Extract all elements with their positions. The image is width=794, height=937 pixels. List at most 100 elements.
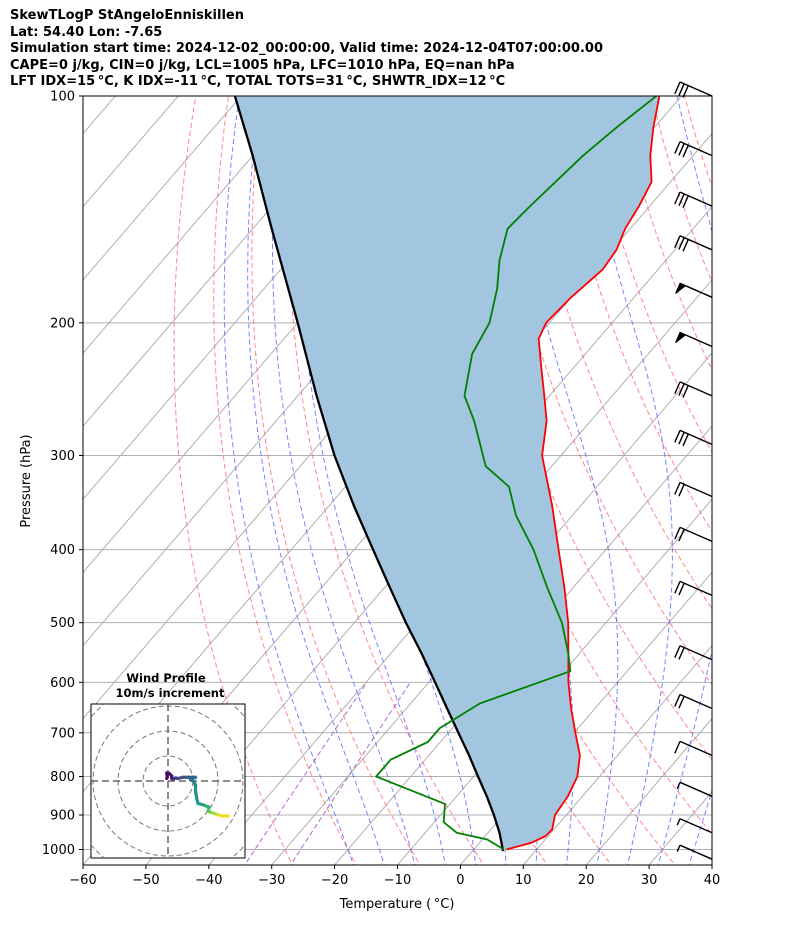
dry-adiabat [683,96,712,188]
wind-barb-staff [679,191,713,207]
wind-barbs [674,81,713,860]
dry-adiabat [488,96,712,686]
wind-barb-feather [674,741,681,754]
moist-adiabat [688,788,712,865]
hodograph-segment [165,775,169,781]
x-tick-label: 20 [578,873,595,888]
x-tick-label: −40 [195,873,222,888]
isotherm-line [711,864,712,865]
dry-adiabat [213,96,357,865]
dry-adiabat [712,79,794,868]
x-tick-label: −10 [384,873,411,888]
hodograph-title: Wind Profile [126,671,206,685]
wind-barb-staff [679,526,713,543]
wind-barb [676,781,713,797]
wind-barb-feather [674,645,681,658]
wind-barb-staff [679,781,713,797]
wind-barb-feather [678,528,685,542]
wind-barb-staff [679,693,713,710]
isotherm-line [772,79,794,868]
moist-adiabat [223,96,355,865]
cape-line: CAPE=0 j/kg, CIN=0 j/kg, LCL=1005 hPa, L… [10,57,515,73]
mixing-ratio-line [244,682,368,865]
dry-adiabat [777,79,794,868]
moist-adiabat [247,96,385,865]
wind-barb-staff [679,81,713,97]
wind-barb-staff [679,580,713,597]
x-tick-label: −50 [132,873,159,888]
wind-barb-staff [679,818,713,834]
moist-adiabat [719,96,794,869]
wind-barb-feather [674,381,681,395]
wind-barb-feather [676,818,681,826]
wind-barb [674,740,713,756]
isotherm-line [648,791,712,865]
x-tick-label: −30 [258,873,285,888]
y-tick-label: 500 [50,616,75,631]
wind-barb-feather [674,141,681,154]
wind-barb-staff [679,235,713,251]
wind-barb [674,481,713,498]
wind-barb-feather [682,195,689,208]
wind-barb-feather [678,83,685,96]
simulation-time-line: Simulation start time: 2024-12-02_00:00:… [10,41,603,56]
dry-adiabat [651,96,712,283]
wind-barb-feather [678,696,685,709]
y-axis-label: Pressure (hPa) [19,434,34,527]
moist-adiabat [578,96,673,865]
wind-barb [674,235,713,252]
dry-adiabat [745,79,794,868]
moist-adiabat [272,96,416,865]
wind-barb-feather [682,144,689,158]
wind-barb-feather [678,237,685,250]
x-tick-label: 0 [456,873,464,888]
parcel-profile-line [233,96,505,852]
dry-adiabat [423,96,712,835]
isotherm-line [585,718,712,865]
isotherm-line [83,96,242,281]
dry-adiabat [251,96,421,865]
y-tick-label: 1000 [42,843,75,858]
wind-barb [674,191,713,208]
moist-adiabat [328,96,477,865]
wind-barb-staff [679,645,713,661]
wind-barb-feather [678,582,685,596]
indices-line: LFT IDX=15 °C, K IDX=-11 °C, TOTAL TOTS=… [10,74,506,89]
wind-barb-feather [676,844,681,852]
x-tick-label: −60 [69,873,96,888]
hodograph-plot [91,704,245,858]
wind-barb-feather [674,527,681,540]
moist-adiabat [657,96,712,865]
dry-adiabat [586,96,712,454]
wind-barb-staff [679,429,713,446]
wind-barb-staff [679,141,713,157]
chart-header: SkewTLogP StAngeloEnniskillen Lat: 54.40… [10,8,603,91]
y-tick-label: 100 [50,90,75,105]
wind-barb-feather [682,85,689,98]
wind-barb [675,282,713,298]
wind-barb-staff [679,740,713,756]
y-tick-label: 900 [50,809,75,824]
plot-area [83,79,794,869]
wind-barb [674,645,713,661]
x-tick-label: 40 [704,873,721,888]
dry-adiabat [521,96,712,610]
y-tick-label: 600 [50,676,75,691]
moist-adiabat [503,96,619,865]
y-tick-label: 700 [50,726,75,741]
y-tick-label: 400 [50,543,75,558]
x-tick-label: 30 [641,873,658,888]
y-tick-label: 200 [50,316,75,331]
wind-barb [675,331,713,348]
wind-barb-feather [676,782,681,790]
wind-barb-feather [674,482,681,495]
wind-barb [674,429,713,447]
isotherm-line [334,425,712,865]
hodograph-subtitle: 10m/s increment [116,686,225,700]
wind-barb-feather [678,431,685,445]
temperature-profile [506,96,661,851]
location-line: Lat: 54.40 Lon: -7.65 [10,24,163,40]
wind-barb-feather [678,647,685,660]
isotherm-line [271,352,712,865]
